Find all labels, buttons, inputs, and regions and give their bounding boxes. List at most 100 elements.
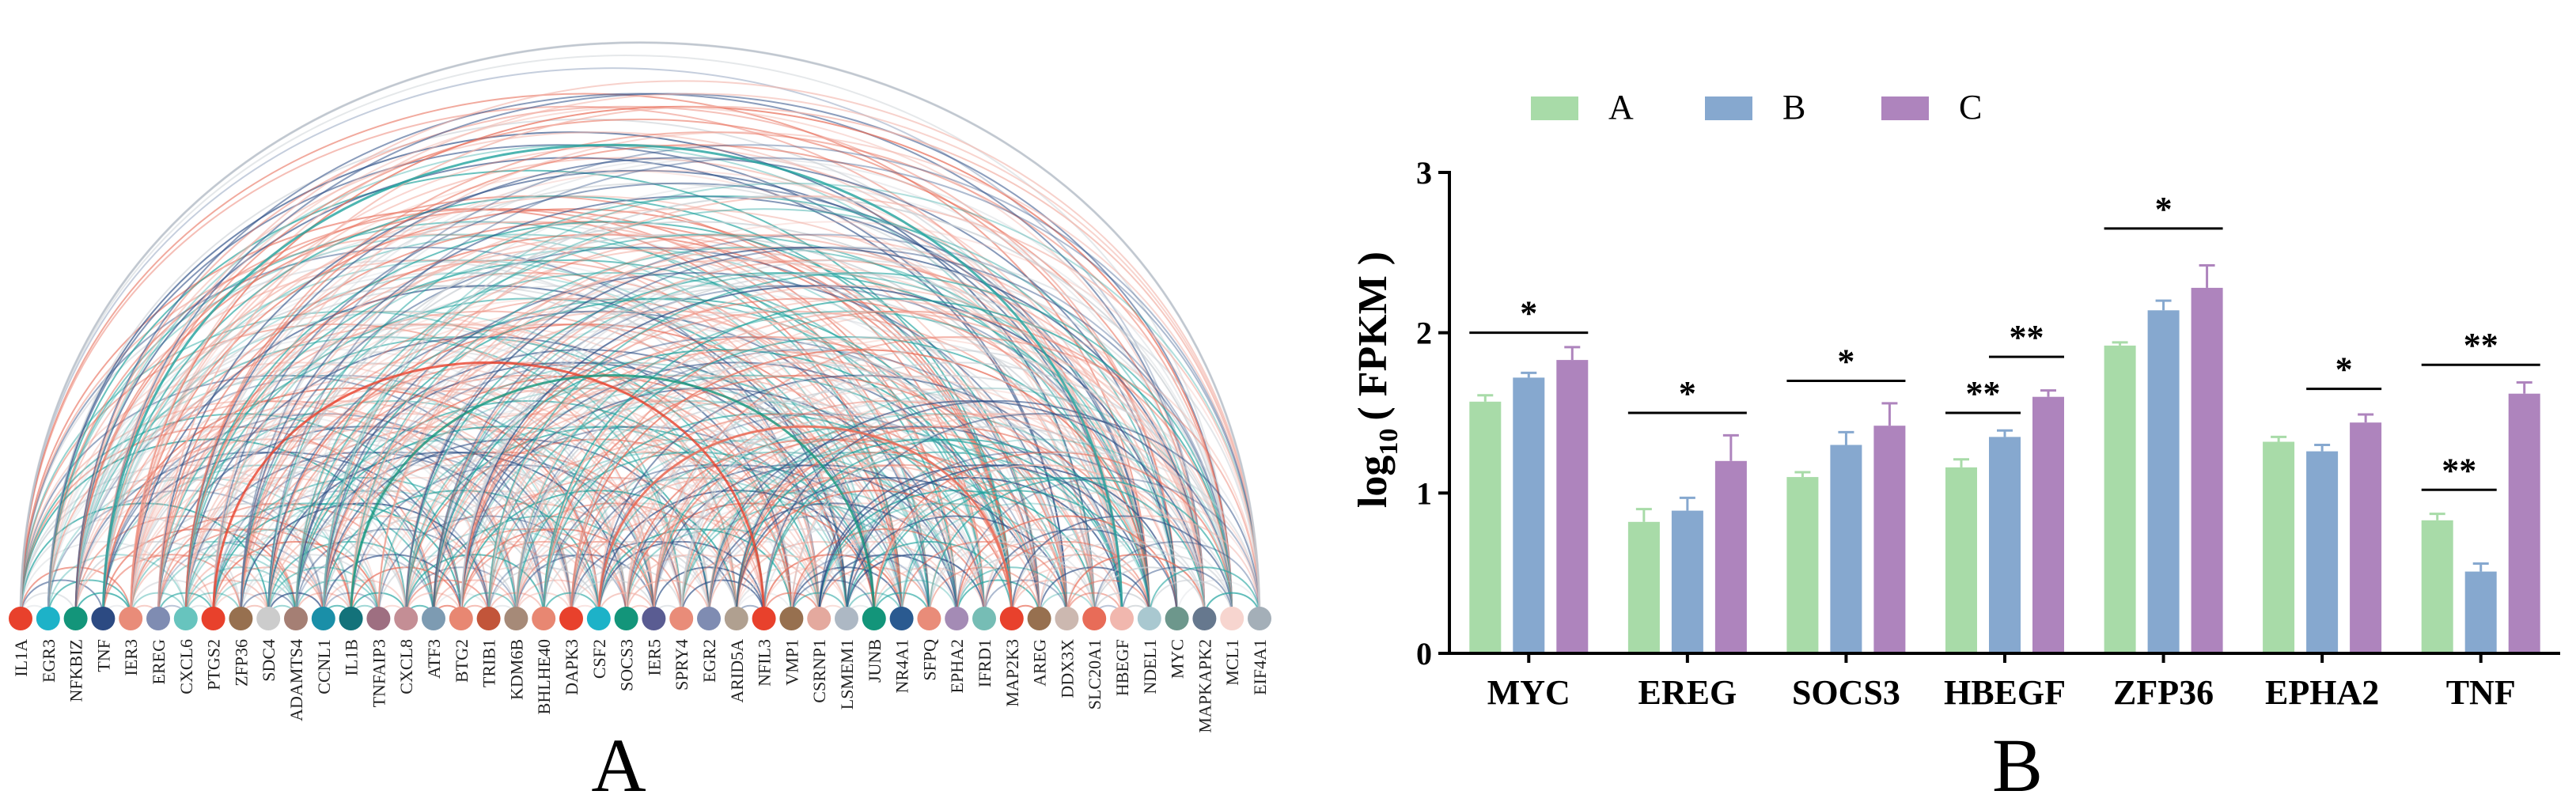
arc-link [653,464,985,619]
arc-link [130,259,903,619]
x-tick-label: EPHA2 [2265,673,2379,712]
gene-node [91,607,116,630]
gene-node [559,607,583,630]
arc-link [377,554,517,619]
y-axis-label-base: log [1351,456,1396,508]
gene-node [1027,607,1051,630]
gene-label: MCL1 [1222,639,1242,686]
gene-label: TNFAIP3 [369,639,388,707]
arc-link [267,387,765,619]
arc-link [20,55,1233,619]
arc-link [267,540,434,619]
arc-link [405,579,490,619]
arc-link [405,233,1233,619]
significance-label: ** [1966,374,2001,413]
arc-link [240,490,517,619]
arc-link [433,374,958,619]
arc-link [267,221,1123,619]
arc-link [350,374,876,619]
arc-link [543,374,1068,619]
arc-link [267,579,352,619]
arc-link [350,259,1123,619]
arc-link [1066,540,1233,619]
gene-node [862,607,886,630]
arc-link [735,400,1206,619]
arc-link [846,464,1178,619]
arc-link [763,438,1150,619]
arc-link [597,310,1260,619]
arc-link [956,579,1040,619]
gene-label: CXCL6 [176,639,196,694]
arc-link [267,374,793,619]
gene-node [36,607,60,630]
arc-link [680,540,847,619]
arc-link [1010,554,1150,619]
arc-link [377,233,1206,619]
bar [2421,520,2453,653]
arc-link [240,208,1123,619]
arc-link [625,438,1013,619]
arc-link [130,349,710,619]
arc-link [597,413,1040,619]
arc-link [708,426,1123,619]
arc-link [487,438,875,619]
significance-markers: ************* [1469,190,2540,491]
gene-label: SLC20A1 [1085,639,1104,710]
y-axis-label: log10 ( FPKM ) [1351,252,1404,508]
arc-link [763,413,1206,619]
arc-link [735,579,820,619]
gene-label: IL1A [11,639,31,677]
arc-link [460,246,1260,619]
arc-link [267,438,655,619]
arc-link [212,579,297,619]
arc-link [487,374,1013,619]
arc-link [873,566,985,619]
arc-link [184,144,1206,619]
bar [1873,426,1906,653]
gene-label: CSF2 [589,639,609,679]
arc-link [322,387,820,619]
gene-node [532,607,556,630]
arc-link [515,374,1040,619]
bar [2464,571,2497,653]
arc-link [157,400,627,619]
gene-node [807,607,832,630]
gene-node [146,607,170,630]
arc-link [20,438,407,619]
arc-link [102,387,600,619]
arc-link [1121,566,1233,619]
arc-link [653,349,1233,619]
gene-node [1220,607,1244,630]
arc-link [873,490,1150,619]
significance-label: ** [2442,451,2476,490]
arc-link [818,490,1096,619]
arc-link [212,361,766,619]
gene-label: EPHA2 [947,639,967,693]
arc-link [74,324,710,619]
arc-link [846,502,1096,619]
arc-link [130,579,214,619]
arc-link [130,93,1260,619]
arc-link [597,540,765,619]
arc-link [570,579,655,619]
x-tick-label: SOCS3 [1792,673,1900,712]
arc-link [460,426,875,619]
gene-node [284,607,308,630]
arc-link [350,361,903,619]
arc-link [74,451,434,619]
arc-link [1066,554,1206,619]
arc-link [625,502,875,619]
arc-link [543,310,1206,619]
arc-link [460,540,627,619]
arc-link [295,413,737,619]
arc-link [1093,554,1233,619]
arc-link [900,540,1068,619]
arc-link [184,515,407,619]
bar [2508,393,2540,653]
arc-link [735,426,1150,619]
arc-link [405,221,1260,619]
gene-node [63,607,88,630]
gene-label: MYC [1168,639,1188,679]
arc-link [405,272,1150,619]
